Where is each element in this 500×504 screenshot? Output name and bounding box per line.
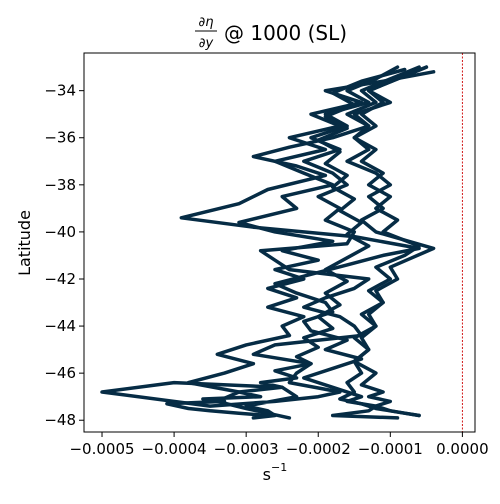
y-tick-label: −40	[44, 223, 76, 241]
plot-area	[83, 52, 476, 433]
series-line-5	[165, 67, 407, 418]
x-axis: −0.0005 −0.0004 −0.0003 −0.0002 −0.0001 0.000…	[69, 432, 489, 458]
y-tick-label: −44	[44, 317, 76, 335]
x-axis-label-base: s	[263, 465, 271, 484]
x-tick-label: −0.0001	[358, 440, 423, 458]
x-tick-label: −0.0005	[69, 440, 134, 458]
y-tick-label: −42	[44, 270, 76, 288]
x-tick-label: −0.0004	[142, 440, 207, 458]
x-axis-label: s −1	[263, 461, 288, 484]
series-line-1	[100, 65, 400, 420]
title-fraction-numerator: ∂η	[199, 15, 214, 30]
y-tick-label: −48	[44, 411, 76, 429]
series-layer	[100, 65, 436, 420]
y-tick-label: −36	[44, 129, 76, 147]
series-line-6	[338, 65, 436, 418]
x-axis-label-exponent: −1	[271, 461, 287, 474]
y-tick-label: −46	[44, 364, 76, 382]
title-suffix: @ 1000 (SL)	[224, 21, 347, 45]
x-tick-label: −0.0003	[214, 440, 279, 458]
y-tick-label: −34	[44, 82, 76, 100]
x-tick-label: −0.0002	[286, 440, 351, 458]
series-line-3	[186, 70, 436, 420]
y-axis: −48 −46 −44 −42 −40 −38 −36 −34	[44, 82, 84, 429]
x-tick-label: 0.0000	[436, 440, 489, 458]
plot-frame	[83, 52, 476, 433]
chart-title: ∂η ∂y @ 1000 (SL)	[195, 15, 347, 51]
y-tick-label: −38	[44, 176, 76, 194]
y-axis-label: Latitude	[15, 210, 34, 276]
title-fraction-denominator: ∂y	[199, 36, 214, 51]
